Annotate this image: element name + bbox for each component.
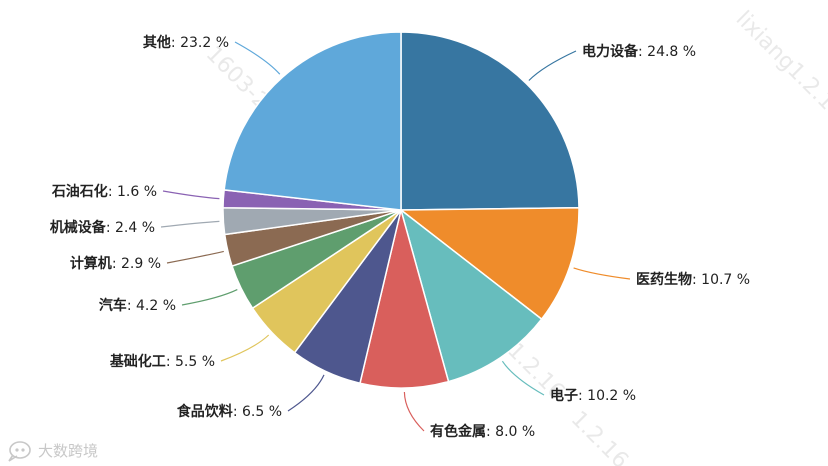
slice-label: 电力设备: 24.8 %	[582, 43, 696, 60]
slice-label: 机械设备: 2.4 %	[50, 219, 155, 236]
slice-label: 医药生物: 10.7 %	[636, 271, 750, 288]
leader-line	[287, 374, 325, 412]
leader-line	[160, 220, 220, 228]
slice-label-name: 有色金属	[430, 423, 486, 440]
slice-label-value: : 23.2 %	[171, 35, 229, 51]
leader-line	[181, 289, 238, 306]
slice-label-value: : 1.6 %	[108, 184, 157, 200]
leader-line	[162, 190, 220, 200]
pie-slice[interactable]	[223, 31, 402, 211]
leader-line	[403, 391, 425, 432]
brand-logo: 大数跨境	[8, 441, 98, 462]
slice-label-value: : 4.2 %	[127, 298, 176, 314]
slice-label-name: 机械设备	[50, 219, 107, 236]
slice-label: 有色金属: 8.0 %	[430, 423, 535, 440]
leader-line	[528, 50, 577, 81]
pie-slice[interactable]	[359, 209, 450, 389]
slice-label-name: 计算机	[70, 255, 112, 272]
brand-text: 大数跨境	[38, 442, 98, 460]
slice-label: 其他: 23.2 %	[143, 34, 229, 51]
slice-label: 石油石化: 1.6 %	[51, 183, 157, 200]
slice-label-name: 医药生物	[636, 271, 692, 288]
leader-line	[166, 250, 224, 264]
slice-label-value: : 2.9 %	[112, 256, 161, 272]
leader-line	[501, 360, 545, 396]
pie-slice[interactable]	[398, 207, 580, 321]
slice-label-value: : 2.4 %	[106, 220, 155, 236]
slice-label: 电子: 10.2 %	[550, 387, 636, 404]
leader-line	[220, 334, 270, 362]
watermark-text: lixiang1.2.16	[731, 7, 828, 126]
pie-slice[interactable]	[400, 31, 580, 211]
slice-label-name: 电子	[550, 387, 578, 404]
pie-slices	[222, 31, 580, 389]
slice-label-value: : 24.8 %	[638, 44, 696, 60]
slice-label-name: 基础化工	[110, 353, 166, 370]
leader-line	[573, 267, 631, 280]
slice-label: 计算机: 2.9 %	[70, 255, 161, 272]
watermark-text: 1.2.16	[566, 407, 633, 466]
slice-labels: 电力设备: 24.8 %医药生物: 10.7 %电子: 10.2 %有色金属: …	[50, 34, 750, 440]
slice-label-value: : 5.5 %	[166, 354, 215, 370]
label-leader-lines	[160, 41, 631, 432]
slice-label-name: 电力设备	[582, 43, 639, 60]
slice-label-value: : 8.0 %	[486, 424, 535, 440]
slice-label: 汽车: 4.2 %	[99, 297, 176, 314]
slice-label: 基础化工: 5.5 %	[110, 353, 215, 370]
slice-label-name: 石油石化	[51, 183, 108, 200]
slice-label-name: 其他	[143, 34, 171, 51]
slice-label-value: : 6.5 %	[233, 404, 282, 420]
slice-label: 食品饮料: 6.5 %	[177, 403, 282, 420]
slice-label-value: : 10.7 %	[692, 272, 750, 288]
slice-label-value: : 10.2 %	[578, 388, 636, 404]
speech-bubble-logo-icon	[8, 441, 31, 462]
slice-label-name: 食品饮料	[177, 403, 233, 420]
slice-label-name: 汽车	[99, 297, 127, 314]
pie-slice[interactable]	[399, 208, 543, 383]
leader-line	[234, 41, 281, 75]
